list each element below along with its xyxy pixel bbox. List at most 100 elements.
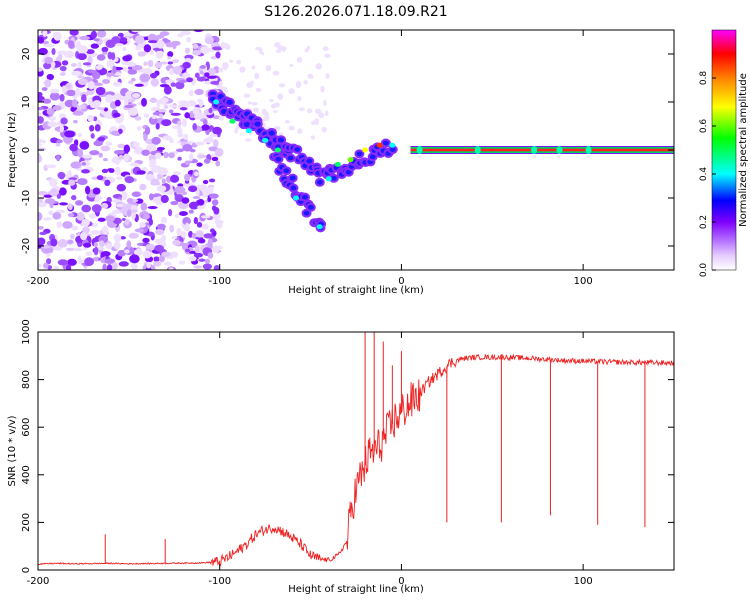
noise-blob	[112, 261, 118, 270]
noise-blob	[97, 30, 107, 38]
noise-blob	[169, 224, 175, 233]
noise-blob	[88, 97, 93, 106]
noise-blob	[88, 213, 97, 219]
noise-blob	[247, 101, 252, 105]
noise-blob	[95, 86, 106, 96]
noise-blob	[42, 98, 52, 104]
noise-blob	[61, 85, 67, 93]
noise-blob	[215, 160, 221, 167]
noise-blob	[108, 168, 115, 173]
noise-blob	[168, 109, 174, 114]
noise-blob	[72, 110, 84, 116]
noise-blob	[161, 119, 172, 127]
signal-node	[325, 176, 332, 182]
noise-blob	[90, 229, 101, 235]
noise-blob	[48, 178, 58, 187]
noise-blob	[56, 193, 62, 199]
noise-blob	[281, 46, 287, 53]
y-tick-label: 800	[21, 370, 32, 389]
signal-node	[334, 161, 341, 167]
noise-blob	[131, 30, 143, 33]
noise-blob	[90, 133, 95, 139]
noise-blob	[197, 238, 206, 244]
noise-blob	[94, 124, 101, 132]
noise-blob	[204, 36, 214, 45]
noise-blob	[193, 265, 203, 269]
noise-blob	[306, 108, 313, 114]
noise-blob	[66, 258, 77, 266]
noise-blob	[136, 170, 146, 175]
signal-node	[229, 118, 236, 124]
colorbar: 0.0 0.2 0.4 0.6 0.8 Normalized spectral ampl…	[699, 29, 749, 277]
noise-blob	[251, 102, 258, 106]
noise-blob	[118, 261, 129, 267]
signal-core	[316, 179, 323, 185]
noise-blob	[142, 237, 150, 243]
noise-blob	[220, 86, 228, 91]
noise-blob	[102, 51, 108, 55]
noise-blob	[163, 261, 172, 267]
x-tick-label: 100	[574, 576, 593, 587]
noise-blob	[192, 123, 197, 131]
noise-blob	[196, 230, 203, 238]
noise-blob	[180, 30, 192, 36]
noise-blob	[38, 111, 42, 117]
noise-blob	[85, 251, 93, 257]
noise-blob	[153, 261, 162, 267]
noise-blob	[139, 183, 147, 191]
noise-blob	[153, 256, 160, 262]
noise-blob	[174, 186, 186, 194]
noise-blob	[85, 49, 95, 55]
noise-blob	[91, 204, 102, 213]
noise-blob	[44, 56, 53, 64]
noise-blob	[93, 38, 100, 42]
noise-blob	[211, 199, 219, 206]
noise-blob	[161, 178, 166, 185]
noise-blob	[75, 40, 81, 50]
signal-core	[287, 155, 294, 161]
carrier-node	[531, 146, 538, 154]
noise-blob	[204, 72, 210, 77]
noise-blob	[79, 104, 86, 110]
noise-blob	[139, 73, 151, 83]
noise-blob	[177, 133, 184, 138]
noise-blob	[158, 167, 169, 176]
noise-blob	[114, 72, 122, 76]
noise-blob	[265, 65, 272, 72]
signal-node	[389, 142, 396, 148]
noise-blob	[38, 143, 42, 147]
noise-blob	[136, 125, 142, 131]
noise-blob	[210, 80, 221, 85]
noise-blob	[121, 191, 128, 201]
noise-blob	[126, 240, 132, 250]
noise-blob	[104, 258, 116, 264]
noise-blob	[192, 43, 199, 49]
noise-blob	[98, 240, 105, 248]
noise-blob	[134, 228, 145, 233]
noise-blob	[243, 93, 251, 98]
noise-blob	[45, 164, 57, 169]
noise-blob	[102, 225, 109, 235]
colorbar-gradient	[711, 29, 737, 271]
noise-blob	[246, 82, 254, 88]
noise-blob	[38, 67, 43, 72]
noise-blob	[113, 233, 122, 243]
noise-blob	[209, 193, 219, 199]
noise-blob	[66, 89, 76, 97]
noise-blob	[38, 237, 46, 246]
noise-blob	[144, 126, 151, 135]
noise-blob	[126, 198, 134, 204]
noise-blob	[77, 52, 87, 61]
noise-blob	[172, 65, 183, 75]
noise-blob	[38, 138, 44, 144]
noise-blob	[69, 30, 79, 36]
noise-blob	[68, 177, 77, 181]
noise-blob	[170, 174, 180, 183]
noise-blob	[68, 40, 75, 49]
noise-blob	[170, 82, 176, 87]
noise-blob	[48, 116, 57, 121]
noise-blob	[96, 175, 104, 181]
carrier-node	[474, 146, 481, 154]
noise-blob	[211, 205, 217, 211]
